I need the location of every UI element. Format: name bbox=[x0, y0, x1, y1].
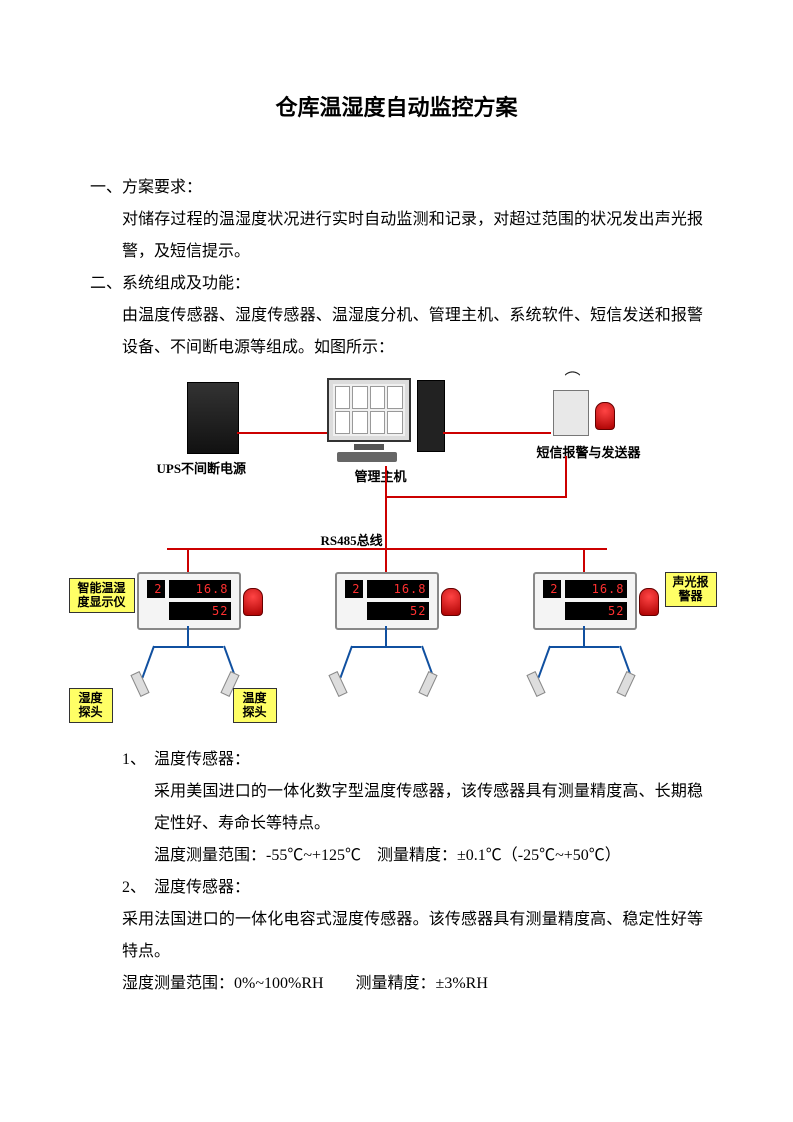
alarm-icon bbox=[639, 588, 659, 616]
probe-wire bbox=[339, 646, 353, 679]
doc-title: 仓库温湿度自动监控方案 bbox=[90, 90, 703, 122]
antenna-icon: ⌒ bbox=[565, 366, 581, 390]
system-diagram: UPS不间断电源 管理主机 ⌒ 短信报警与发送器 RS485总线 智能温湿度显示… bbox=[97, 372, 697, 732]
item1-line1: 采用美国进口的一体化数字型温度传感器，该传感器具有测量精度高、长期稳定性好、寿命… bbox=[90, 776, 703, 840]
humidity-probe-icon bbox=[328, 671, 347, 697]
probe-wire bbox=[583, 626, 585, 646]
wire bbox=[385, 528, 387, 548]
item1-head: 1、 温度传感器： bbox=[90, 744, 703, 776]
alarm-icon bbox=[243, 588, 263, 616]
meter-ch: 2 bbox=[147, 580, 165, 598]
wire bbox=[237, 432, 327, 434]
probe-wire bbox=[141, 646, 155, 679]
bus-label: RS485总线 bbox=[321, 530, 383, 549]
keyboard-icon bbox=[337, 452, 397, 462]
document-page: 仓库温湿度自动监控方案 一、方案要求： 对储存过程的温湿度状况进行实时自动监测和… bbox=[0, 0, 793, 1122]
ups-label: UPS不间断电源 bbox=[157, 458, 247, 477]
temperature-probe-label: 温度探头 bbox=[233, 688, 277, 723]
wire bbox=[443, 432, 551, 434]
alarm-label: 声光报警器 bbox=[665, 572, 717, 607]
item1-line2: 温度测量范围：-55℃~+125℃ 测量精度：±0.1℃（-25℃~+50℃） bbox=[90, 840, 703, 872]
meter-2: 2 16.8 52 bbox=[335, 572, 439, 630]
probe-wire bbox=[187, 626, 189, 646]
probe-wire bbox=[385, 626, 387, 646]
meter-label: 智能温湿度显示仪 bbox=[69, 578, 135, 613]
wire bbox=[385, 496, 567, 498]
sms-device-icon bbox=[553, 390, 589, 436]
section2-body: 由温度传感器、湿度传感器、温湿度分机、管理主机、系统软件、短信发送和报警设备、不… bbox=[90, 300, 703, 364]
temperature-probe-icon bbox=[616, 671, 635, 697]
wire bbox=[187, 548, 189, 572]
meter-1: 2 16.8 52 bbox=[137, 572, 241, 630]
meter-humi: 52 bbox=[169, 602, 231, 620]
wire bbox=[385, 548, 387, 572]
sms-alarm-icon bbox=[595, 402, 615, 430]
probe-wire bbox=[537, 646, 551, 679]
humidity-probe-label: 湿度探头 bbox=[69, 688, 113, 723]
wire bbox=[583, 548, 585, 572]
wire bbox=[565, 456, 567, 496]
alarm-label-text: 声光报警器 bbox=[672, 575, 708, 603]
host-label: 管理主机 bbox=[355, 466, 407, 485]
bus-wire bbox=[167, 548, 607, 550]
sms-label: 短信报警与发送器 bbox=[537, 442, 641, 461]
meter-3: 2 16.8 52 bbox=[533, 572, 637, 630]
meter-label-text: 智能温湿度显示仪 bbox=[77, 581, 125, 609]
item2-line1: 采用法国进口的一体化电容式湿度传感器。该传感器具有测量精度高、稳定性好等特点。 bbox=[90, 904, 703, 968]
probe-wire bbox=[549, 646, 619, 648]
section1-head: 一、方案要求： bbox=[90, 172, 703, 204]
humidity-probe-icon bbox=[130, 671, 149, 697]
ups-icon bbox=[187, 382, 239, 454]
section1-body: 对储存过程的温湿度状况进行实时自动监测和记录，对超过范围的状况发出声光报警，及短… bbox=[90, 204, 703, 268]
item2-head: 2、 湿度传感器： bbox=[90, 872, 703, 904]
probe-wire bbox=[351, 646, 421, 648]
probe-wire bbox=[153, 646, 223, 648]
temperature-probe-icon bbox=[418, 671, 437, 697]
meter-temp: 16.8 bbox=[169, 580, 231, 598]
item2-line2: 湿度测量范围：0%~100%RH 测量精度：±3%RH bbox=[90, 968, 703, 1000]
pc-tower-icon bbox=[417, 380, 445, 452]
humidity-probe-icon bbox=[526, 671, 545, 697]
monitor-icon bbox=[327, 378, 411, 442]
alarm-icon bbox=[441, 588, 461, 616]
section2-head: 二、系统组成及功能： bbox=[90, 268, 703, 300]
